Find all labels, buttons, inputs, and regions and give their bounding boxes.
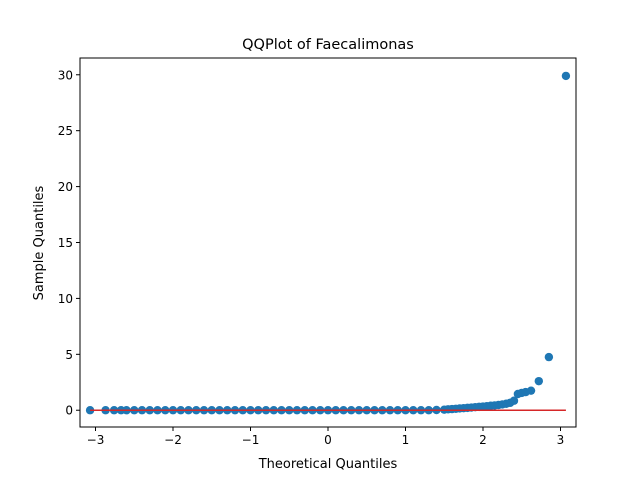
x-axis: −3 −2 −1 0 1 2 3: [87, 427, 565, 447]
y-tick-label: 0: [65, 404, 73, 418]
chart-title: QQPlot of Faecalimonas: [242, 37, 414, 53]
x-tick-label: 3: [557, 433, 565, 447]
y-tick-label: 25: [58, 124, 73, 138]
y-tick-label: 30: [58, 68, 73, 82]
y-tick-label: 20: [58, 180, 73, 194]
y-tick-label: 10: [58, 292, 73, 306]
x-tick-label: 2: [479, 433, 487, 447]
y-tick-label: 5: [65, 348, 73, 362]
x-tick-label: −3: [87, 433, 105, 447]
plot-area: [85, 71, 571, 415]
data-point: [561, 71, 571, 81]
data-point: [526, 386, 536, 395]
data-point: [544, 352, 554, 362]
data-point: [534, 376, 543, 386]
x-tick-label: −2: [164, 433, 182, 447]
x-tick-label: 0: [324, 433, 332, 447]
x-tick-label: −1: [242, 433, 260, 447]
y-axis: 0 5 10 15 20 25 30: [58, 68, 80, 418]
x-tick-label: 1: [402, 433, 410, 447]
data-point: [509, 396, 519, 405]
y-tick-label: 15: [58, 236, 73, 250]
y-axis-label: Sample Quantiles: [32, 185, 47, 300]
x-axis-label: Theoretical Quantiles: [258, 457, 398, 472]
